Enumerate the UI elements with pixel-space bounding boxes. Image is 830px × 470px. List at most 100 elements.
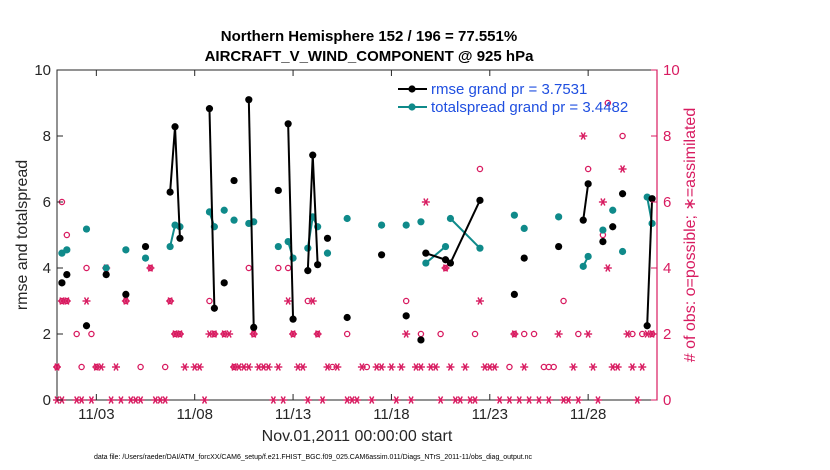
x-tick-label: 11/28 xyxy=(570,406,606,423)
possible-obs-marker xyxy=(619,132,626,140)
assimilated-obs-marker xyxy=(225,330,234,338)
rmse-point xyxy=(643,322,651,330)
assimilated-obs-marker xyxy=(407,396,416,404)
rmse-point xyxy=(599,238,607,246)
rmse-line-segment xyxy=(208,108,216,309)
possible-obs-marker xyxy=(476,165,484,173)
assimilated-obs-marker xyxy=(53,363,61,371)
rmse-point xyxy=(446,259,455,267)
possible-obs-marker xyxy=(83,264,90,272)
assimilated-obs-marker xyxy=(490,363,499,371)
assimilated-obs-marker xyxy=(431,363,440,371)
totalspread-point xyxy=(618,247,627,256)
assimilated-obs-marker xyxy=(249,330,258,338)
possible-obs-marker xyxy=(402,297,410,305)
possible-obs-marker xyxy=(560,297,567,305)
possible-obs-marker xyxy=(73,330,80,338)
assimilated-obs-marker xyxy=(623,330,632,338)
assimilated-obs-marker xyxy=(333,363,342,371)
assimilated-obs-marker xyxy=(589,363,598,371)
assimilated-obs-marker xyxy=(638,363,647,371)
assimilated-obs-marker xyxy=(456,396,465,404)
totalspread-point xyxy=(377,221,386,229)
x-tick-label: 11/23 xyxy=(472,406,508,423)
possible-obs-marker xyxy=(78,363,85,371)
y2-tick-label: 0 xyxy=(663,392,671,409)
rmse-line-segment xyxy=(646,198,654,326)
legend: rmse grand pr = 3.7531 totalspread grand… xyxy=(398,81,628,116)
totalspread-point xyxy=(441,242,450,251)
totalspread-point xyxy=(476,244,484,252)
assimilated-obs-marker xyxy=(421,198,430,206)
rmse-point xyxy=(289,315,297,323)
assimilated-obs-marker xyxy=(244,363,253,371)
assimilated-obs-marker xyxy=(166,297,175,305)
totalspread-point xyxy=(446,214,455,223)
possible-obs-marker xyxy=(284,264,292,272)
assimilated-obs-marker xyxy=(402,330,411,338)
totalspread-point xyxy=(274,242,282,251)
y2-tick-label: 10 xyxy=(663,62,680,79)
assimilated-obs-marker xyxy=(446,363,455,371)
assimilated-obs-marker xyxy=(520,363,529,371)
rmse-point xyxy=(122,290,130,298)
rmse-point xyxy=(323,234,332,242)
rmse-point xyxy=(520,254,528,262)
assimilated-obs-marker xyxy=(593,396,602,404)
assimilated-obs-marker xyxy=(618,165,627,173)
rmse-point xyxy=(648,195,656,203)
possible-obs-marker xyxy=(506,363,513,371)
rmse-point xyxy=(402,312,410,320)
possible-obs-marker xyxy=(88,330,95,338)
rmse-point xyxy=(422,249,430,257)
rmse-point xyxy=(205,105,214,113)
assimilated-obs-marker xyxy=(175,330,184,338)
rmse-point xyxy=(82,322,91,330)
assimilated-obs-marker xyxy=(264,363,273,371)
rmse-point xyxy=(210,304,218,312)
legend-label-totalspread: totalspread grand pr = 3.4482 xyxy=(431,99,628,116)
chart-subtitle: AIRCRAFT_V_WIND_COMPONENT @ 925 hPa xyxy=(205,48,535,65)
rmse-point xyxy=(609,223,617,231)
assimilated-obs-marker xyxy=(62,297,71,305)
assimilated-obs-marker xyxy=(579,132,588,140)
assimilated-obs-marker xyxy=(136,396,145,404)
assimilated-obs-marker xyxy=(308,297,317,305)
assimilated-obs-marker xyxy=(82,297,91,305)
possible-obs-marker xyxy=(550,363,557,371)
totalspread-point xyxy=(520,224,528,232)
totalspread-point xyxy=(402,221,410,229)
rmse-point xyxy=(618,190,627,198)
possible-obs-marker xyxy=(206,297,213,305)
rmse-point xyxy=(141,242,150,251)
totalspread-point xyxy=(599,226,607,234)
totalspread-point xyxy=(584,252,592,261)
assimilated-obs-marker xyxy=(495,396,504,404)
totalspread-point xyxy=(166,242,174,251)
legend-label-rmse: rmse grand pr = 3.7531 xyxy=(431,81,587,98)
assimilated-obs-marker xyxy=(97,363,106,371)
rmse-point xyxy=(250,323,258,331)
totalspread-point xyxy=(510,211,518,219)
assimilated-obs-marker xyxy=(318,396,327,404)
assimilated-obs-marker xyxy=(598,198,607,206)
assimilated-obs-marker xyxy=(107,396,116,404)
assimilated-obs-marker xyxy=(87,396,96,404)
assimilated-obs-marker xyxy=(298,363,307,371)
possible-obs-marker xyxy=(63,231,71,239)
assimilated-obs-marker xyxy=(564,396,573,404)
y-tick-label: 2 xyxy=(43,326,51,343)
rmse-point xyxy=(584,180,592,188)
possible-obs-marker xyxy=(575,330,582,338)
rmse-point xyxy=(343,313,351,322)
x-tick-label: 11/18 xyxy=(373,406,409,423)
assimilated-obs-marker xyxy=(116,396,125,404)
assimilated-obs-marker xyxy=(313,330,322,338)
assimilated-obs-marker xyxy=(569,363,578,371)
rmse-point xyxy=(176,234,184,242)
rmse-line-segment xyxy=(582,183,590,221)
rmse-point xyxy=(304,267,312,275)
rmse-line-segment xyxy=(247,99,255,328)
y2-tick-label: 4 xyxy=(663,260,671,277)
